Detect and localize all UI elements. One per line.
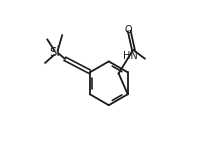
Text: Si: Si [50, 46, 60, 59]
Text: O: O [124, 25, 132, 35]
Text: HN: HN [123, 51, 138, 61]
